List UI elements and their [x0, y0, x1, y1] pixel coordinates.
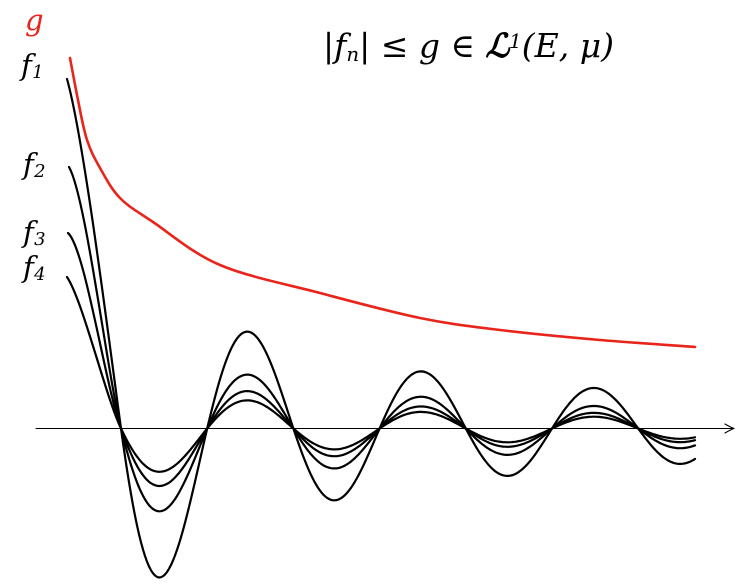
label-f1-base: f	[21, 48, 32, 82]
label-g: g	[25, 6, 44, 35]
curve-f3	[66, 231, 697, 488]
label-f2-base: f	[23, 147, 34, 181]
formula-dominated-bound: |fn| ≤ g ∈ ℒ1(E, μ)	[323, 26, 614, 66]
curve-f1	[65, 77, 697, 579]
label-f3-base: f	[23, 215, 34, 249]
curve-f2	[67, 165, 697, 513]
label-f2-sub: 2	[34, 161, 46, 183]
label-f1-sub: 1	[32, 62, 44, 84]
label-f4-base: f	[23, 250, 34, 284]
label-f2: f2	[23, 147, 46, 183]
formula-sub-n: n	[346, 42, 360, 66]
curve-g	[68, 56, 697, 349]
formula-sup-1: 1	[509, 30, 522, 54]
formula-lead: |f	[323, 26, 347, 65]
formula-mid: | ≤ g ∈	[359, 26, 486, 65]
label-f4: f4	[23, 250, 46, 286]
label-f1: f1	[21, 48, 44, 84]
formula-tail: (E, μ)	[521, 26, 615, 65]
curve-f4	[65, 275, 697, 473]
label-f3: f3	[23, 215, 46, 251]
axis-arrowhead	[724, 423, 735, 434]
label-g-text: g	[25, 3, 44, 37]
label-f3-sub: 3	[34, 229, 46, 251]
label-f4-sub: 4	[34, 264, 46, 286]
formula-script-L: ℒ	[485, 26, 510, 65]
